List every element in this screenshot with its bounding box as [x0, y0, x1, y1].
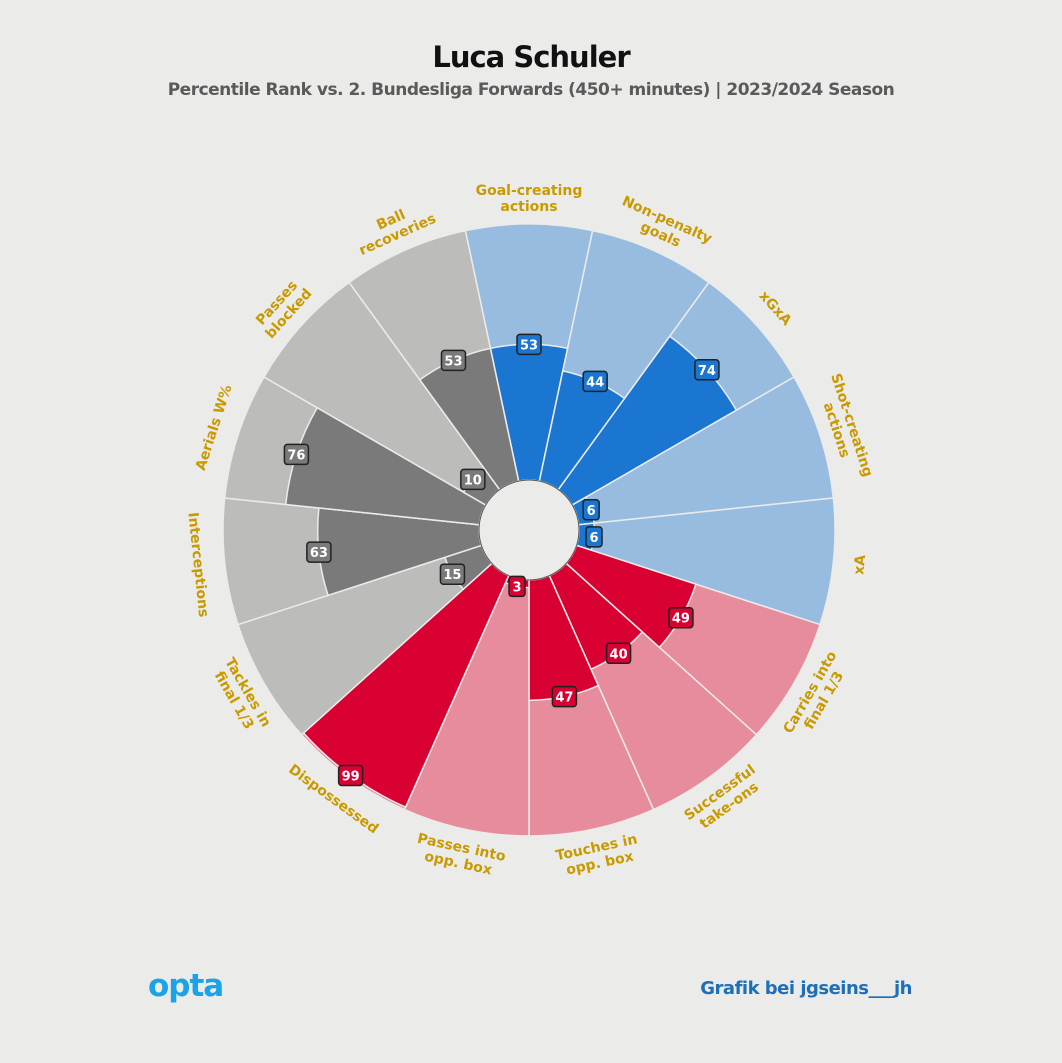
value-badge: 49	[668, 606, 694, 629]
value-badge: 10	[460, 468, 486, 491]
value-badge: 15	[439, 563, 466, 585]
value-label: 74	[698, 364, 716, 379]
value-badge: 53	[516, 333, 542, 356]
value-badge: 44	[582, 370, 608, 393]
value-badge: 76	[283, 443, 310, 466]
category-label: Interceptions	[184, 512, 211, 619]
value-label: 6	[587, 504, 596, 519]
value-label: 40	[610, 647, 628, 662]
value-badge: 63	[306, 541, 332, 563]
category-label: xGxA	[756, 288, 795, 329]
category-label: Goal-creating actions	[476, 183, 583, 215]
value-badge: 47	[551, 685, 578, 708]
value-badge: 3	[508, 575, 526, 598]
value-label: 63	[310, 546, 328, 561]
value-label: 44	[586, 375, 604, 390]
value-label: 76	[287, 448, 305, 463]
value-label: 47	[555, 691, 573, 706]
value-label: 3	[512, 580, 521, 595]
credit-text: Grafik bei jgseins___jh	[700, 978, 912, 999]
value-badge: 53	[440, 349, 467, 372]
value-label: 99	[342, 769, 360, 784]
value-badge: 6	[582, 499, 600, 521]
value-badge: 6	[585, 526, 603, 548]
value-badge: 40	[605, 642, 632, 665]
center-circle	[478, 479, 580, 581]
value-label: 15	[443, 568, 461, 583]
value-label: 6	[589, 531, 598, 546]
value-badge: 74	[694, 359, 720, 381]
value-badge: 99	[337, 764, 364, 787]
value-label: 53	[520, 338, 538, 353]
value-label: 49	[672, 612, 690, 627]
category-label: Touches inopp. box	[554, 831, 642, 880]
chart-title: Luca Schuler	[432, 40, 630, 74]
value-label: 10	[464, 473, 482, 488]
category-label: Passes intoopp. box	[413, 831, 508, 881]
category-label: xA	[851, 554, 869, 576]
opta-logo: opta	[148, 968, 224, 1004]
chart-subtitle: Percentile Rank vs. 2. Bundesliga Forwar…	[167, 80, 895, 100]
category-label: Aerials W%	[193, 383, 236, 473]
value-label: 53	[444, 354, 462, 369]
